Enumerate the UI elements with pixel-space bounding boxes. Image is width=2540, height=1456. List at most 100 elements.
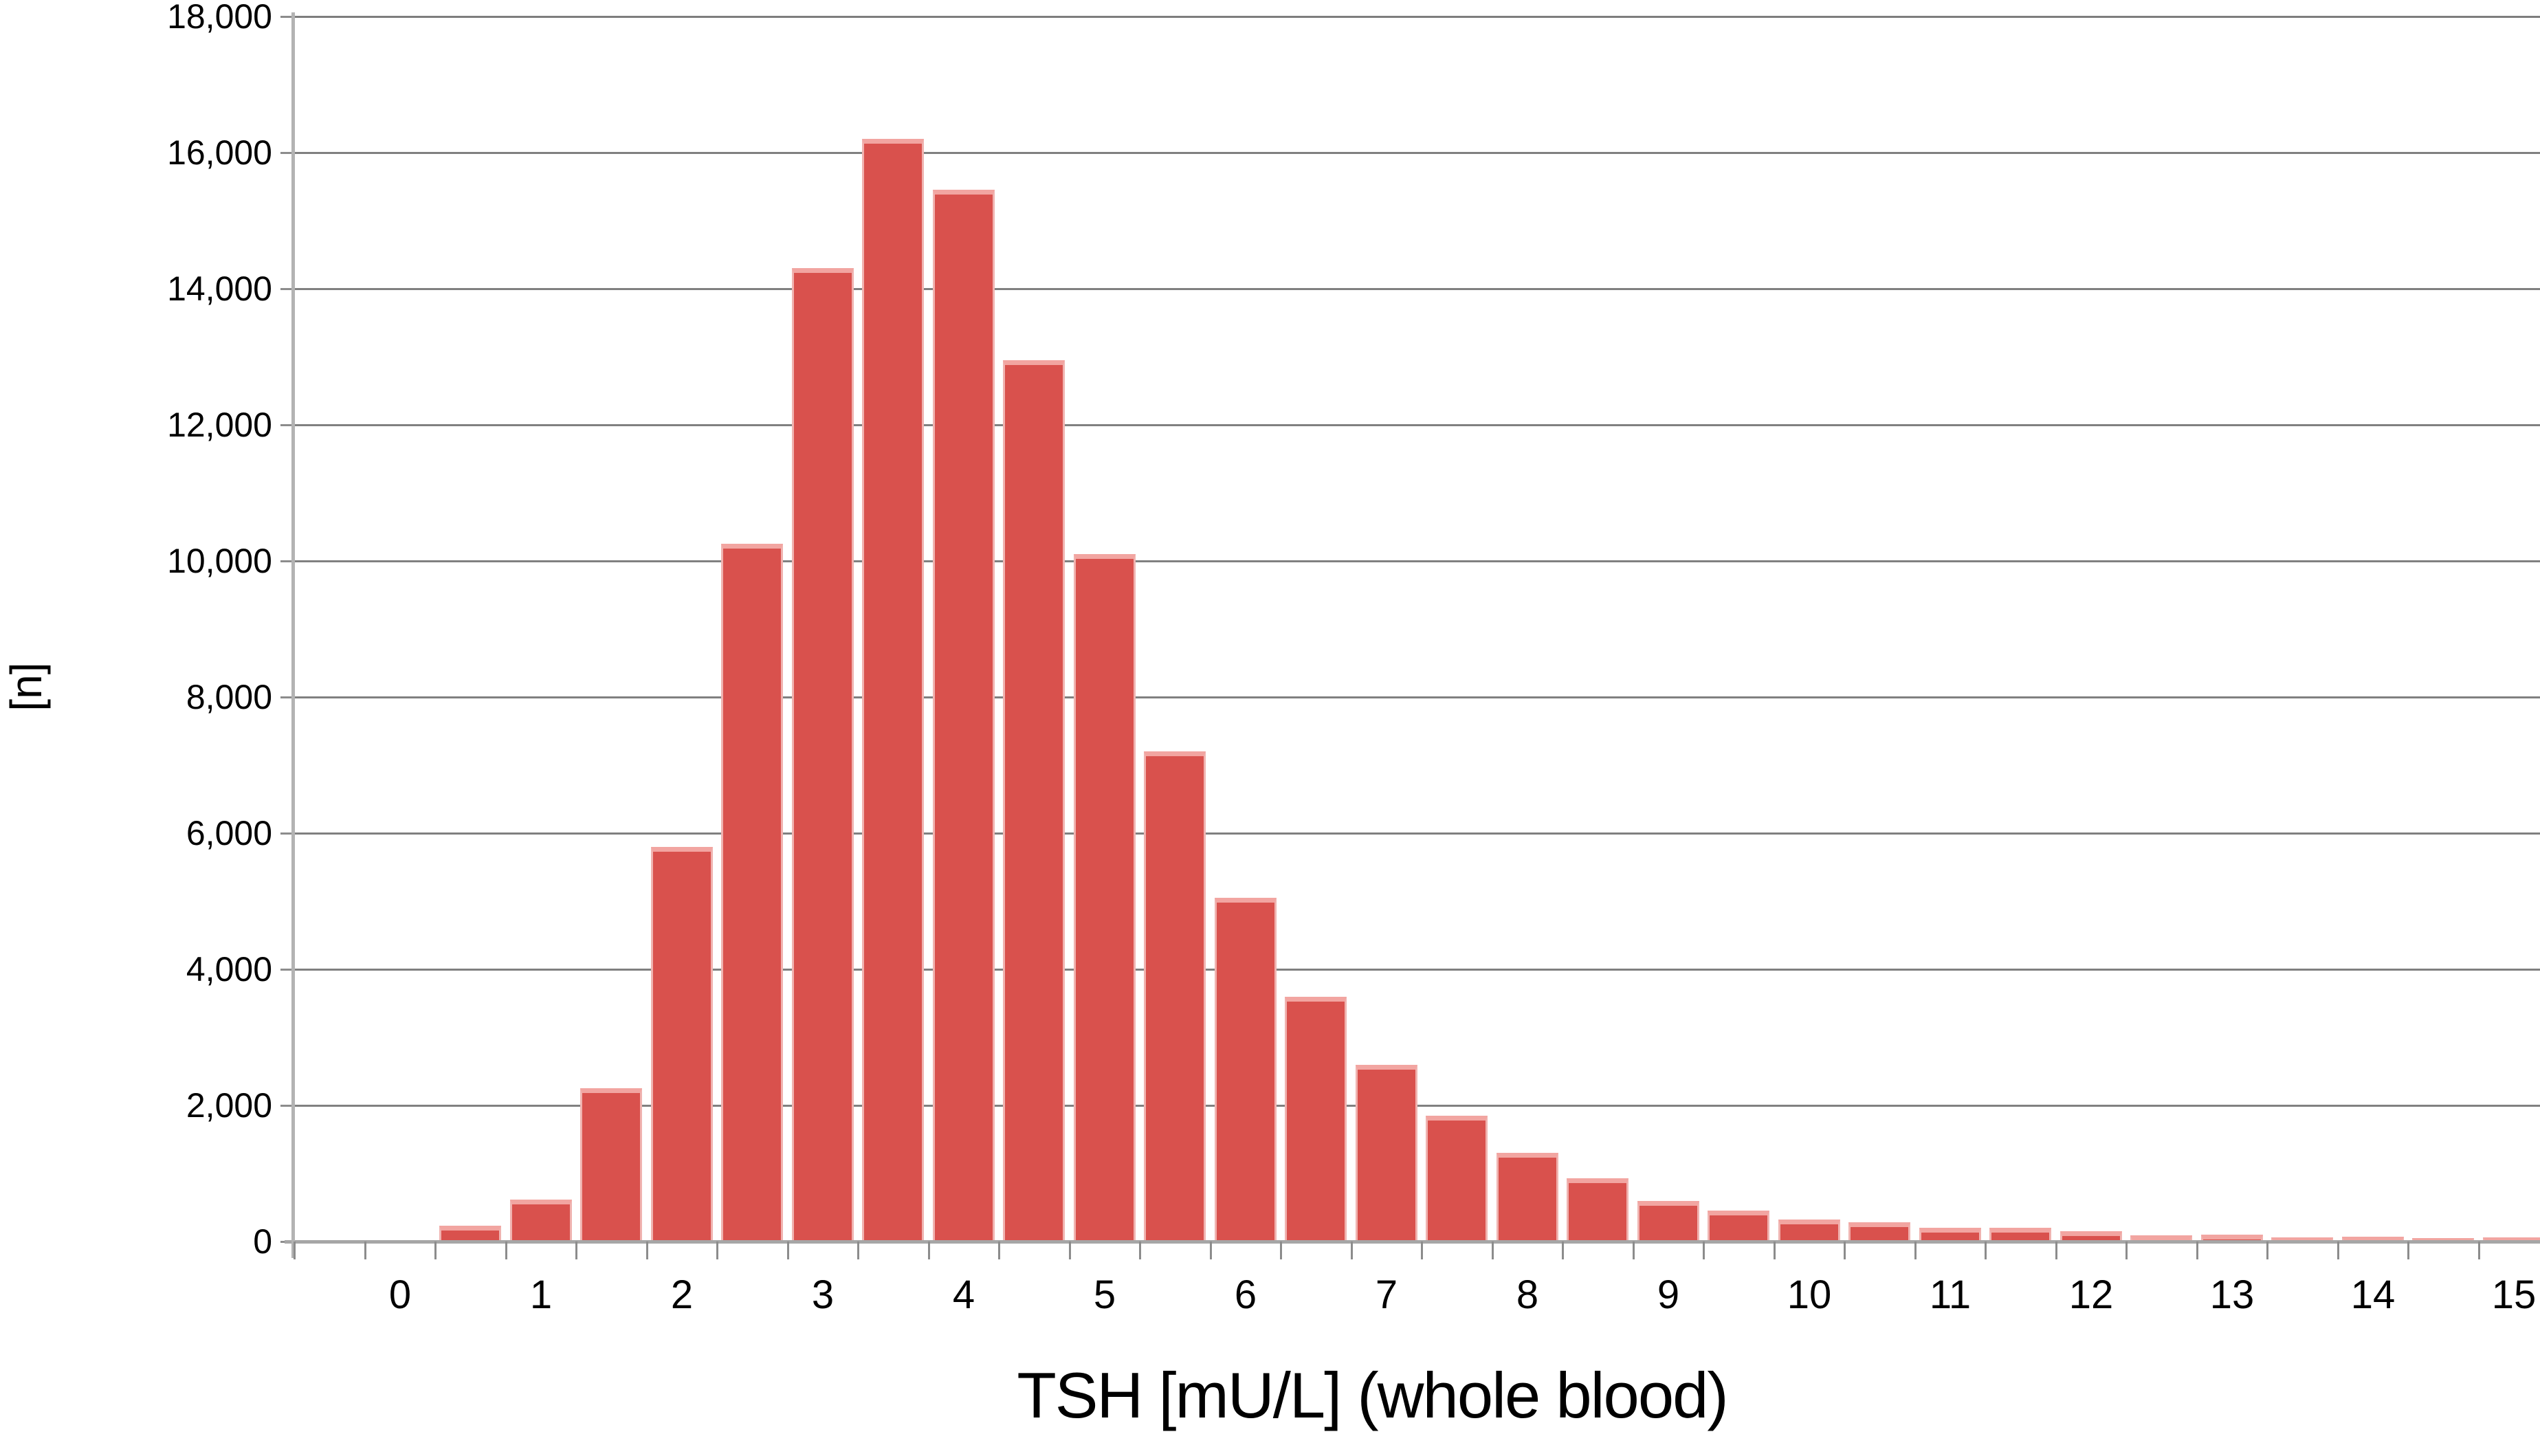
histogram-bar (2483, 1237, 2540, 1242)
x-tick-label: 9 (1657, 1272, 1680, 1317)
gridline (293, 424, 2540, 426)
y-axis-tick (280, 696, 293, 698)
histogram-bar (2271, 1237, 2333, 1242)
y-tick-label: 2,000 (186, 1086, 272, 1125)
x-axis-tick (2055, 1242, 2057, 1259)
x-axis-tick (2125, 1242, 2128, 1259)
y-tick-label: 8,000 (186, 678, 272, 716)
x-axis-tick (1210, 1242, 1212, 1259)
histogram-bar (1144, 751, 1206, 1242)
x-axis-tick (787, 1242, 789, 1259)
x-tick-label: 15 (2491, 1272, 2537, 1317)
histogram-bar (1708, 1211, 1769, 1242)
y-axis-tick (280, 16, 293, 18)
histogram-bar (1074, 554, 1136, 1242)
x-axis-tick (1703, 1242, 1705, 1259)
y-tick-label: 14,000 (167, 269, 272, 308)
x-axis-tick (2407, 1242, 2409, 1259)
x-tick-label: 3 (811, 1272, 835, 1317)
histogram-bar (2201, 1235, 2263, 1242)
x-axis-tick (294, 1242, 296, 1259)
histogram-bar (510, 1200, 572, 1242)
x-tick-label: 8 (1516, 1272, 1539, 1317)
x-tick-label: 5 (1093, 1272, 1116, 1317)
x-tick-label: 14 (2350, 1272, 2396, 1317)
histogram-bar (1426, 1116, 1488, 1242)
x-axis-tick (364, 1242, 366, 1259)
histogram-bar (792, 268, 854, 1242)
y-axis-tick (280, 969, 293, 971)
histogram-bar (1003, 360, 1065, 1242)
histogram-bar (1215, 898, 1277, 1242)
histogram-bar (1285, 997, 1347, 1242)
y-tick-label: 4,000 (186, 950, 272, 989)
x-tick-label: 4 (952, 1272, 975, 1317)
histogram-bar (1567, 1178, 1628, 1242)
histogram-bar (1356, 1065, 1417, 1242)
x-axis-tick (998, 1242, 1000, 1259)
histogram-bar (933, 190, 995, 1242)
x-axis-tick (575, 1242, 577, 1259)
x-axis-tick (2266, 1242, 2268, 1259)
y-tick-label: 10,000 (167, 542, 272, 580)
histogram-bar (1637, 1201, 1699, 1242)
x-axis-tick (1774, 1242, 1776, 1259)
x-axis-tick (505, 1242, 507, 1259)
gridline (293, 832, 2540, 835)
y-axis-tick (280, 424, 293, 426)
x-tick-label: 0 (388, 1272, 412, 1317)
y-axis-tick (280, 832, 293, 835)
x-axis-tick (857, 1242, 859, 1259)
histogram-bar (1848, 1222, 1910, 1242)
x-axis-tick (1985, 1242, 1987, 1259)
x-axis-title: TSH [mU/L] (whole blood) (1017, 1359, 1728, 1431)
y-axis-tick (280, 152, 293, 154)
y-axis-line (291, 12, 295, 1258)
x-axis-tick (1069, 1242, 1071, 1259)
x-axis-tick (1492, 1242, 1494, 1259)
x-axis-tick (434, 1242, 437, 1259)
histogram-bar (862, 139, 924, 1242)
x-tick-label: 10 (1787, 1272, 1832, 1317)
histogram-bar (2412, 1238, 2474, 1242)
x-axis-line (285, 1240, 2540, 1244)
y-tick-label: 12,000 (167, 406, 272, 444)
x-axis-tick (1562, 1242, 1564, 1259)
histogram-bar (2342, 1237, 2404, 1242)
y-tick-label: 0 (253, 1222, 272, 1261)
x-tick-label: 1 (529, 1272, 553, 1317)
y-tick-label: 18,000 (167, 0, 272, 36)
histogram-bar (1778, 1220, 1840, 1242)
gridline (293, 969, 2540, 971)
x-axis-tick (928, 1242, 930, 1259)
x-tick-label: 11 (1929, 1272, 1972, 1317)
x-axis-tick (1139, 1242, 1141, 1259)
histogram-bar (2060, 1231, 2122, 1242)
gridline (293, 560, 2540, 562)
y-axis-tick (280, 288, 293, 290)
x-axis-tick (716, 1242, 718, 1259)
x-axis-tick (2196, 1242, 2198, 1259)
histogram-bar (1497, 1153, 1558, 1242)
x-tick-label: 12 (2068, 1272, 2114, 1317)
histogram-bar (1989, 1228, 2051, 1242)
x-tick-label: 13 (2209, 1272, 2255, 1317)
x-axis-tick (1280, 1242, 1282, 1259)
histogram-bar (2130, 1235, 2192, 1242)
gridline (293, 152, 2540, 154)
x-axis-tick (1351, 1242, 1353, 1259)
x-axis-tick (1633, 1242, 1635, 1259)
x-axis-tick (2478, 1242, 2480, 1259)
y-axis-tick (280, 560, 293, 562)
x-axis-tick (1421, 1242, 1423, 1259)
x-tick-label: 2 (670, 1272, 694, 1317)
y-tick-label: 16,000 (167, 133, 272, 172)
histogram-bar (439, 1226, 501, 1242)
gridline (293, 16, 2540, 18)
y-axis-title: [n] (1, 662, 51, 712)
histogram-bar (1919, 1228, 1981, 1242)
x-axis-tick (1844, 1242, 1846, 1259)
x-axis-tick (646, 1242, 648, 1259)
y-axis-tick (280, 1105, 293, 1107)
